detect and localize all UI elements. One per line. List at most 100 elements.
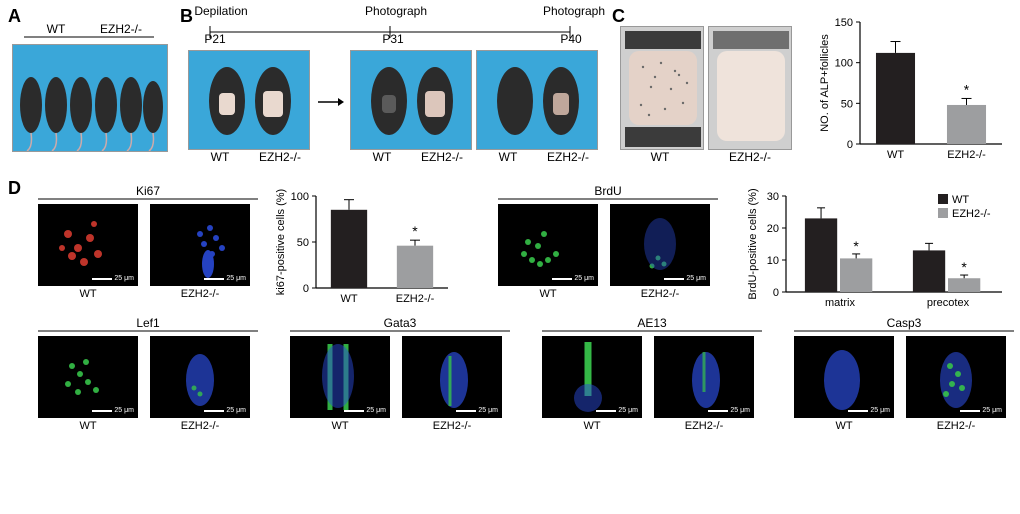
scale-bar: 25 μm	[664, 275, 706, 282]
timeline-depilation: Depilation	[186, 4, 256, 18]
scale-bar: 25 μm	[552, 275, 594, 282]
panel-d-label: D	[8, 178, 21, 199]
brdu-chart: 0 10 20 30 BrdU-positive cells (%) * matrix * pr…	[740, 182, 1012, 316]
b-p21-wt: WT	[200, 150, 240, 164]
timeline-photo2: Photograph	[534, 4, 614, 18]
lef1-wt-micrograph: 25 μm	[38, 336, 138, 418]
panel-c-photo-wt	[620, 26, 704, 150]
svg-text:EZH2-/-: EZH2-/-	[947, 149, 986, 161]
casp3-wt-micrograph: 25 μm	[794, 336, 894, 418]
svg-text:*: *	[961, 259, 967, 275]
lef1-ko-lbl: EZH2-/-	[150, 420, 250, 432]
panel-b-photo-p31	[350, 50, 472, 150]
svg-text:ki67-positive cells (%): ki67-positive cells (%)	[275, 189, 287, 295]
c-wt: WT	[640, 150, 680, 164]
ae13-underline	[542, 330, 762, 332]
scale-bar: 25 μm	[960, 407, 1002, 414]
svg-text:*: *	[853, 238, 859, 254]
panel-b-photo-p21	[188, 50, 310, 150]
brdu-underline	[498, 198, 718, 200]
svg-text:50: 50	[297, 237, 309, 249]
d-brdu-title: BrdU	[498, 184, 718, 198]
svg-text:100: 100	[835, 58, 853, 70]
gata3-ko-lbl: EZH2-/-	[402, 420, 502, 432]
svg-text:BrdU-positive cells (%): BrdU-positive cells (%)	[747, 188, 759, 299]
ki67-wt-lbl: WT	[38, 288, 138, 300]
scale-bar: 25 μm	[92, 275, 134, 282]
svg-text:WT: WT	[952, 194, 969, 206]
scale-bar: 25 μm	[456, 407, 498, 414]
scale-bar: 25 μm	[596, 407, 638, 414]
svg-text:150: 150	[835, 17, 853, 29]
ae13-ko-micrograph: 25 μm	[654, 336, 754, 418]
gata3-underline	[290, 330, 510, 332]
ae13-wt-lbl: WT	[542, 420, 642, 432]
casp3-underline	[794, 330, 1014, 332]
panel-a-ko-label: EZH2-/-	[86, 22, 156, 36]
b-p31-wt: WT	[362, 150, 402, 164]
b-p21-ko: EZH2-/-	[250, 150, 310, 164]
scale-bar: 25 μm	[708, 407, 750, 414]
c-ko: EZH2-/-	[718, 150, 782, 164]
svg-text:0: 0	[847, 139, 853, 151]
timeline-p21: P21	[200, 32, 230, 46]
d-ki67-title: Ki67	[38, 184, 258, 198]
ki67-chart: 0 50 100 ki67-positive cells (%) WT EZH2-/- *	[268, 186, 458, 312]
b-p40-wt: WT	[488, 150, 528, 164]
panel-a-wt-label: WT	[26, 22, 86, 36]
svg-text:10: 10	[767, 255, 779, 267]
lef1-underline	[38, 330, 258, 332]
arrow-icon	[316, 96, 344, 108]
svg-text:*: *	[412, 223, 418, 239]
ki67-ko-lbl: EZH2-/-	[150, 288, 250, 300]
casp3-ko-lbl: EZH2-/-	[906, 420, 1006, 432]
timeline-photo1: Photograph	[356, 4, 436, 18]
d-casp3-title: Casp3	[794, 316, 1014, 330]
gata3-ko-micrograph: 25 μm	[402, 336, 502, 418]
casp3-ko-micrograph: 25 μm	[906, 336, 1006, 418]
b-p40-ko: EZH2-/-	[538, 150, 598, 164]
panel-c-photo-ko	[708, 26, 792, 150]
gata3-wt-micrograph: 25 μm	[290, 336, 390, 418]
ki67-ko-micrograph: 25 μm	[150, 204, 250, 286]
ae13-ko-lbl: EZH2-/-	[654, 420, 754, 432]
brdu-wt-lbl: WT	[498, 288, 598, 300]
svg-text:0: 0	[303, 283, 309, 295]
svg-text:0: 0	[773, 287, 779, 299]
svg-text:100: 100	[291, 191, 309, 203]
scale-bar: 25 μm	[344, 407, 386, 414]
scale-bar: 25 μm	[204, 275, 246, 282]
timeline-p31: P31	[378, 32, 408, 46]
scale-bar: 25 μm	[848, 407, 890, 414]
brdu-ko-lbl: EZH2-/-	[610, 288, 710, 300]
svg-text:WT: WT	[340, 293, 357, 305]
d-lef1-title: Lef1	[38, 316, 258, 330]
svg-text:matrix: matrix	[825, 297, 855, 309]
panel-a-photo	[12, 44, 168, 152]
b-p31-ko: EZH2-/-	[412, 150, 472, 164]
svg-text:EZH2-/-: EZH2-/-	[396, 293, 435, 305]
svg-text:30: 30	[767, 191, 779, 203]
d-gata3-title: Gata3	[290, 316, 510, 330]
panel-a-underline	[24, 36, 154, 39]
timeline-p40: P40	[556, 32, 586, 46]
brdu-ko-micrograph: 25 μm	[610, 204, 710, 286]
gata3-wt-lbl: WT	[290, 420, 390, 432]
panel-a-label: A	[8, 6, 21, 27]
lef1-wt-lbl: WT	[38, 420, 138, 432]
svg-text:EZH2-/-: EZH2-/-	[952, 208, 991, 220]
ki67-underline	[38, 198, 258, 200]
ae13-wt-micrograph: 25 μm	[542, 336, 642, 418]
brdu-wt-micrograph: 25 μm	[498, 204, 598, 286]
svg-text:*: *	[964, 81, 970, 97]
lef1-ko-micrograph: 25 μm	[150, 336, 250, 418]
scale-bar: 25 μm	[204, 407, 246, 414]
svg-text:NO. of ALP+follicles: NO. of ALP+follicles	[819, 34, 831, 132]
svg-text:precotex: precotex	[927, 297, 970, 309]
panel-b-photo-p40	[476, 50, 598, 150]
scale-bar: 25 μm	[92, 407, 134, 414]
alp-chart: 050100150NO. of ALP+folliclesWTEZH2-/-*	[812, 10, 1012, 170]
casp3-wt-lbl: WT	[794, 420, 894, 432]
svg-text:20: 20	[767, 223, 779, 235]
ki67-wt-micrograph: 25 μm	[38, 204, 138, 286]
